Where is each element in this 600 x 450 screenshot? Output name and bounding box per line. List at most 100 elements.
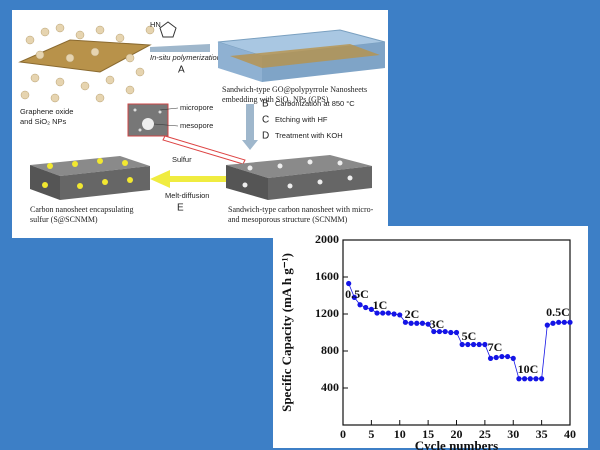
gps-label: embedding with SiO₂ NPs (GPS) <box>222 95 329 104</box>
point <box>346 280 352 287</box>
sulfur-particles <box>42 158 133 189</box>
step-e-letter: E <box>177 203 184 214</box>
point <box>482 341 488 348</box>
scnmm-pores <box>242 159 353 189</box>
point <box>453 329 460 336</box>
y-tick-label: 1200 <box>315 306 339 320</box>
point <box>476 341 482 348</box>
sio2-particles <box>20 23 155 103</box>
chart-panel <box>273 226 588 448</box>
step-b-letter: B <box>262 99 269 110</box>
point <box>448 329 454 336</box>
rate-annotation: 2C <box>405 307 420 321</box>
sscnm-label: sulfur (S@SCNMM) <box>30 215 98 224</box>
point <box>567 319 573 325</box>
sscnm-top <box>30 156 150 176</box>
step-c-letter: C <box>262 115 269 126</box>
point <box>556 319 562 325</box>
point <box>550 320 556 326</box>
y-axis-label: Specific Capacity (mA h g⁻¹) <box>279 253 294 412</box>
point <box>368 306 374 312</box>
point <box>363 304 369 311</box>
y-tick-label: 2000 <box>315 232 339 246</box>
go-label: Graphene oxide <box>20 107 73 116</box>
pore-label: micropore <box>180 103 213 112</box>
pore-label: mesopore <box>180 121 213 130</box>
point <box>459 341 465 348</box>
monomer: HN <box>150 20 161 29</box>
scnmm-label: and mesoporous structure (SCNMM) <box>228 215 348 224</box>
point <box>425 321 431 327</box>
x-tick-label: 10 <box>394 427 406 441</box>
x-tick-label: 40 <box>564 427 576 441</box>
point <box>391 311 397 317</box>
point <box>436 328 443 335</box>
scheme: Graphene oxide and SiO₂ NPs HN In-situ p… <box>18 20 386 224</box>
point <box>516 376 522 382</box>
scnmm-top <box>226 155 372 178</box>
rate-annotation: 5C <box>462 329 477 343</box>
scnmm-side <box>226 165 268 200</box>
x-tick-label: 15 <box>422 427 434 441</box>
step-d-text: Treatment with KOH <box>275 131 343 140</box>
arrow-a <box>150 44 210 52</box>
rate-annotation: 1C <box>373 298 388 312</box>
rate-annotation: 3C <box>430 317 445 331</box>
step-c-text: Etching with HF <box>275 115 328 124</box>
point <box>380 310 386 316</box>
gps-label: Sandwich-type GO@polypyrrole Nanosheets <box>222 85 367 94</box>
point <box>544 322 550 328</box>
pyrrole-ring <box>159 21 177 38</box>
y-tick-label: 800 <box>321 343 339 357</box>
arrow-bcd <box>242 104 258 150</box>
step-e-top: Sulfur <box>172 155 192 164</box>
point <box>465 341 471 348</box>
point <box>402 319 409 325</box>
point <box>527 376 533 382</box>
step-e-text: Melt-diffusion <box>165 191 209 200</box>
point <box>522 376 528 382</box>
point <box>533 376 539 382</box>
point <box>385 310 391 316</box>
rate-annotation: 0.5C <box>345 287 369 301</box>
step-a-letter: A <box>178 65 185 76</box>
chart: 400 800 1200 1600 2000 0 5 10 15 20 25 30 35 40 Cycle … <box>279 232 576 450</box>
x-tick-label: 0 <box>340 427 346 441</box>
rate-annotation: 7C <box>488 340 503 354</box>
point <box>470 341 477 348</box>
point <box>397 312 403 318</box>
point <box>419 320 426 326</box>
sscnm-label: Carbon nanosheet encapsulating <box>30 205 134 214</box>
point <box>442 328 448 335</box>
series-line <box>348 283 570 380</box>
point <box>374 310 380 316</box>
gps-side <box>218 42 262 82</box>
x-tick-label: 30 <box>507 427 519 441</box>
rate-annotation: 10C <box>518 362 539 376</box>
point <box>510 355 516 361</box>
mesopore <box>142 118 154 130</box>
x-tick-label: 20 <box>451 427 463 441</box>
arrow-e <box>150 170 226 188</box>
point <box>431 328 437 335</box>
y-tick-label: 400 <box>321 380 339 394</box>
step-a-text: In-situ polymerization <box>150 53 221 62</box>
point <box>561 319 567 325</box>
point <box>499 353 505 360</box>
graphene-sheet <box>18 39 152 73</box>
point <box>487 355 494 361</box>
point <box>408 320 414 326</box>
x-tick-label: 35 <box>536 427 548 441</box>
point <box>504 353 511 360</box>
scnmm-label: Sandwich-type carbon nanosheet with micr… <box>228 205 374 214</box>
go-label: and SiO₂ NPs <box>20 117 67 126</box>
point <box>351 294 357 300</box>
x-tick-label: 25 <box>479 427 491 441</box>
step-b-text: Carbonization at 850 °C <box>275 99 355 108</box>
point <box>493 354 499 361</box>
point <box>357 302 363 308</box>
gps-sheet <box>230 44 380 68</box>
point <box>539 376 545 382</box>
